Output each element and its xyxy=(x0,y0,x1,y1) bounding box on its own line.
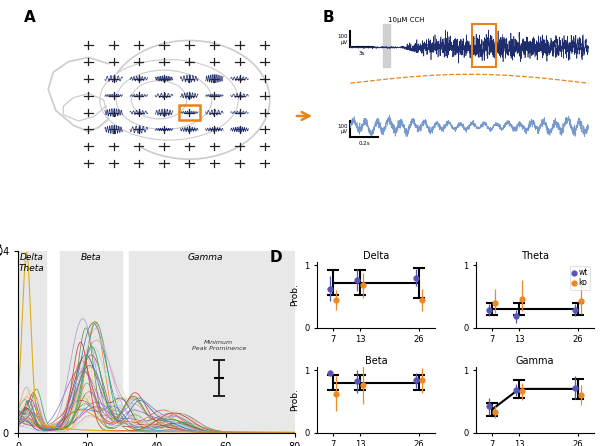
Text: 100
μV: 100 μV xyxy=(338,124,348,134)
Text: Gamma: Gamma xyxy=(187,253,223,262)
Text: 10μM CCH: 10μM CCH xyxy=(388,17,424,23)
Text: A: A xyxy=(23,10,35,25)
Legend: wt, ko: wt, ko xyxy=(570,266,590,289)
Bar xyxy=(129,251,295,433)
Bar xyxy=(18,251,46,433)
Text: D: D xyxy=(270,250,283,265)
Title: Gamma: Gamma xyxy=(516,356,554,366)
Title: Beta: Beta xyxy=(365,356,388,366)
Bar xyxy=(59,251,122,433)
Text: B: B xyxy=(323,10,334,25)
Text: 3s: 3s xyxy=(358,51,365,56)
Title: Delta: Delta xyxy=(363,252,389,261)
Y-axis label: Prob.: Prob. xyxy=(290,388,299,411)
Bar xyxy=(179,105,200,120)
Text: C: C xyxy=(0,244,1,259)
Title: Theta: Theta xyxy=(521,252,549,261)
Text: 0.2s: 0.2s xyxy=(358,141,370,146)
Bar xyxy=(472,24,496,67)
Text: Delta
Theta: Delta Theta xyxy=(19,253,45,273)
Text: Minimum
Peak Prominence: Minimum Peak Prominence xyxy=(191,340,246,351)
Text: Beta: Beta xyxy=(80,253,101,262)
Bar xyxy=(383,24,389,67)
Y-axis label: Prob.: Prob. xyxy=(290,284,299,306)
Text: 100
μV: 100 μV xyxy=(338,34,348,45)
